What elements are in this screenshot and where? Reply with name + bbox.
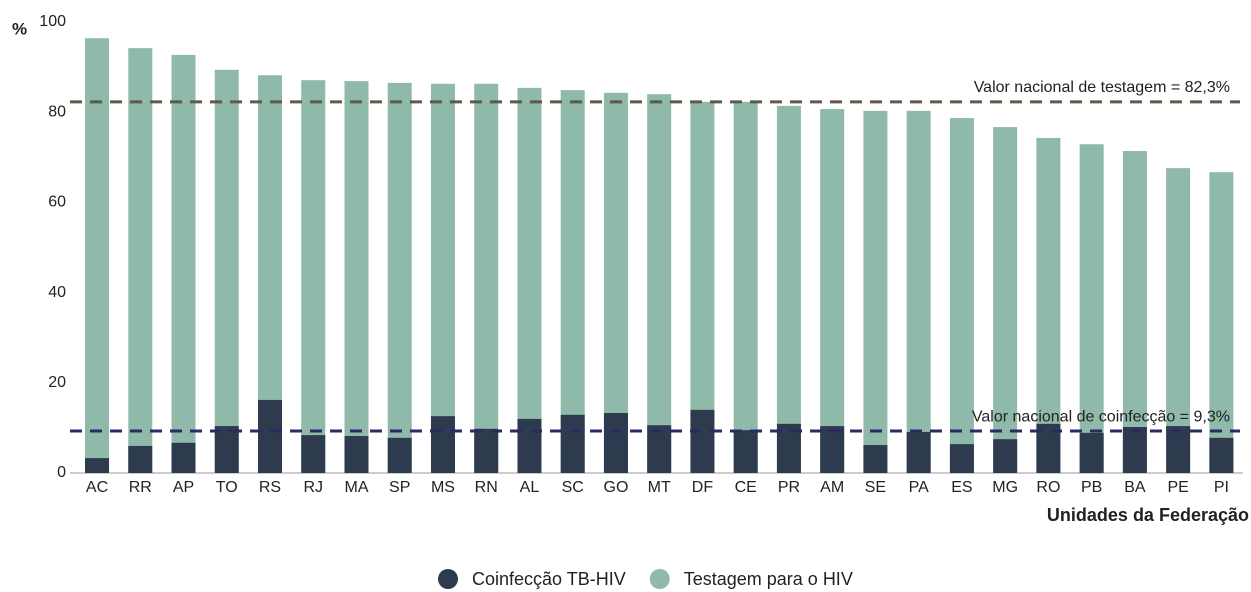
x-tick-label: PB <box>1081 479 1102 496</box>
x-tick-label: MA <box>344 479 368 496</box>
bar <box>171 54 196 473</box>
bar <box>647 425 672 473</box>
bar <box>1036 137 1061 474</box>
bar <box>906 110 931 474</box>
bar <box>387 437 412 473</box>
bar <box>1122 150 1147 473</box>
x-tick-label: AM <box>820 479 844 496</box>
bar <box>820 109 845 473</box>
bar <box>85 38 110 474</box>
bar <box>647 94 672 473</box>
bar <box>301 435 326 473</box>
bar <box>949 444 974 473</box>
y-tick-label: 80 <box>48 103 66 120</box>
x-tick-label: RO <box>1036 479 1060 496</box>
bar <box>344 436 369 473</box>
x-tick-label: AP <box>173 479 194 496</box>
bar <box>993 439 1018 473</box>
bar <box>301 80 326 473</box>
y-tick-label: 60 <box>48 194 66 211</box>
bar <box>863 445 888 473</box>
bar <box>603 413 628 473</box>
bar <box>1209 172 1234 474</box>
bar <box>85 458 110 473</box>
x-tick-label: PI <box>1214 479 1229 496</box>
x-tick-label: DF <box>692 479 714 496</box>
x-tick-label: AC <box>86 479 108 496</box>
bar <box>430 83 455 474</box>
bar <box>863 110 888 474</box>
y-tick-label: 100 <box>39 13 66 30</box>
bar <box>1122 426 1147 473</box>
legend-label: Coinfecção TB-HIV <box>472 569 626 589</box>
x-tick-label: MS <box>431 479 455 496</box>
bar <box>1079 432 1104 473</box>
x-tick-label: RR <box>129 479 152 496</box>
y-tick-label: 0 <box>57 464 66 481</box>
x-tick-label: MG <box>992 479 1018 496</box>
bar <box>949 118 974 474</box>
bar <box>1166 426 1191 473</box>
x-tick-label: PR <box>778 479 800 496</box>
bar <box>474 83 499 474</box>
x-tick-label: BA <box>1124 479 1146 496</box>
bar <box>214 426 239 473</box>
bar <box>258 399 282 473</box>
bar <box>128 445 153 473</box>
x-tick-label: RJ <box>303 479 323 496</box>
x-axis-label: Unidades da Federação <box>1047 505 1249 525</box>
y-axis-label: % <box>12 19 27 38</box>
x-tick-label: ES <box>951 479 972 496</box>
bar <box>517 418 542 473</box>
legend-label: Testagem para o HIV <box>684 569 853 589</box>
bar <box>1209 437 1234 473</box>
legend-marker <box>649 569 670 589</box>
x-tick-label: PE <box>1167 479 1188 496</box>
bar <box>906 431 931 473</box>
reference-label: Valor nacional de testagem = 82,3% <box>974 79 1230 96</box>
x-tick-label: MT <box>648 479 671 496</box>
y-tick-label: 40 <box>48 284 66 301</box>
reference-label: Valor nacional de coinfecção = 9,3% <box>972 408 1230 425</box>
x-tick-label: TO <box>216 479 238 496</box>
bar <box>560 414 585 473</box>
x-tick-label: CE <box>735 479 757 496</box>
bar <box>820 426 845 473</box>
bar <box>474 428 499 473</box>
x-tick-label: PA <box>909 479 929 496</box>
bar <box>603 92 628 473</box>
x-tick-label: SE <box>865 479 886 496</box>
bar <box>776 105 801 474</box>
bar <box>171 442 196 473</box>
bar <box>214 69 239 473</box>
legend-marker <box>438 569 458 589</box>
bar <box>733 430 758 473</box>
bar <box>993 127 1018 473</box>
bar <box>1166 168 1191 473</box>
x-tick-label: GO <box>604 479 629 496</box>
bar <box>128 48 153 474</box>
x-tick-label: SP <box>389 479 410 496</box>
y-tick-label: 20 <box>48 374 66 391</box>
bar <box>517 87 542 473</box>
bar <box>1079 144 1104 473</box>
x-tick-label: AL <box>520 479 540 496</box>
x-tick-label: SC <box>562 479 584 496</box>
x-tick-label: RN <box>475 479 498 496</box>
bar <box>733 101 758 474</box>
bar <box>690 409 715 473</box>
bar <box>387 82 412 473</box>
x-tick-label: RS <box>259 479 281 496</box>
bar <box>560 90 585 473</box>
bar <box>344 81 369 474</box>
bar <box>430 416 455 473</box>
